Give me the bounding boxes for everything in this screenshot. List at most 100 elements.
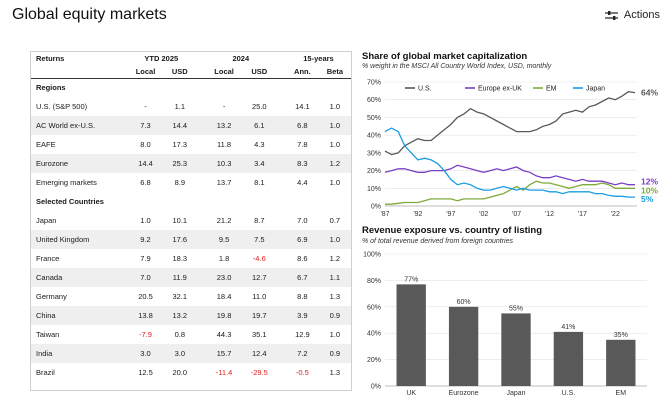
y-tick-label: 100% [363, 252, 381, 259]
table-cell: -29.5 [250, 368, 268, 377]
x-tick-label: '97 [446, 211, 455, 218]
table-cell: -0.5 [295, 368, 309, 377]
row-label: United Kingdom [31, 230, 127, 249]
table-cell: 7.2 [285, 344, 319, 363]
table-cell: 9.2 [127, 230, 164, 249]
table-cell: 17.6 [164, 230, 196, 249]
table-cell: 35.1 [251, 330, 267, 339]
actions-button[interactable]: Actions [604, 9, 660, 21]
table-cell: 11.0 [252, 292, 267, 301]
series-end-label: 5% [641, 194, 654, 204]
fifteen-years-header: 15-years [303, 54, 334, 63]
bar-uk [396, 284, 426, 386]
table-row: France 7.9 18.3 1.8 -4.6 8.6 1.2 [31, 249, 351, 268]
x-tick-label: '22 [611, 211, 620, 218]
table-cell: 7.3 [127, 116, 164, 135]
table-cell: 3.4 [242, 154, 276, 173]
returns-table: Returns YTD 2025 2024 15-years Local USD… [30, 51, 352, 391]
row-label: Canada [31, 268, 127, 287]
table-cell: 1.2 [329, 254, 341, 263]
table-cell: 1.0 [329, 178, 341, 187]
table-row: U.S. (S&P 500) - 1.1 - 25.0 14.1 1.0 [31, 97, 351, 116]
y-tick-label: 40% [367, 133, 381, 140]
table-cell: 12.4 [242, 344, 276, 363]
table-cell: 7.0 [297, 216, 308, 225]
table-cell: 1.0 [329, 140, 341, 149]
table-cell: 1.0 [329, 330, 341, 339]
x-tick-label: '07 [512, 211, 521, 218]
table-cell: 6.8 [140, 178, 151, 187]
usd-header: USD [171, 66, 188, 76]
table-cell: 25.3 [164, 154, 196, 173]
y-tick-label: 60% [367, 304, 381, 311]
revenue-chart-subtitle: % of total revenue derived from foreign … [362, 238, 513, 245]
series-end-label: 64% [641, 88, 658, 98]
bar-data-label: 35% [614, 332, 628, 339]
table-row: Brazil 12.5 20.0 -11.4 -29.5 -0.5 1.3 [31, 363, 351, 382]
table-cell: 23.0 [205, 268, 243, 287]
bar-data-label: 60% [457, 299, 471, 306]
table-row: EAFE 8.0 17.3 11.8 4.3 7.8 1.0 [31, 135, 351, 154]
y-tick-label: 70% [367, 80, 381, 87]
table-cell: 3.9 [285, 306, 319, 325]
table-cell: 0.8 [174, 330, 185, 339]
table-cell: 14.4 [164, 116, 196, 135]
row-label: Brazil [36, 368, 55, 377]
y-tick-label: 0% [371, 204, 381, 211]
table-cell: 25.0 [251, 102, 267, 111]
market-cap-chart-title: Share of global market capitalization [362, 51, 528, 62]
table-cell: 1.3 [329, 368, 341, 377]
actions-label: Actions [623, 9, 660, 21]
row-label: India [31, 344, 127, 363]
table-cell: 7.9 [140, 254, 151, 263]
table-cell: 15.7 [205, 344, 243, 363]
table-row: United Kingdom 9.2 17.6 9.5 7.5 6.9 1.0 [31, 230, 351, 249]
sliders-icon [604, 10, 618, 20]
table-cell: 12.5 [138, 368, 153, 377]
table-cell: 8.6 [297, 254, 308, 263]
table-row: Japan 1.0 10.1 21.2 8.7 7.0 0.7 [31, 211, 351, 230]
table-cell: 7.0 [127, 268, 164, 287]
legend-label: U.S. [418, 86, 432, 93]
table-cell: 44.3 [216, 330, 232, 339]
series-line-1 [384, 164, 635, 186]
row-label: France [36, 254, 60, 263]
x-tick-label: U.S. [562, 390, 576, 397]
table-cell: 14.4 [127, 154, 164, 173]
y-tick-label: 10% [367, 186, 381, 193]
table-cell: 10.1 [172, 216, 188, 225]
bar-data-label: 41% [561, 324, 575, 331]
table-row: Germany 20.5 32.1 18.4 11.0 8.8 1.3 [31, 287, 351, 306]
table-cell: 3.0 [127, 344, 164, 363]
table-cell: 13.8 [127, 306, 164, 325]
row-label: China [31, 306, 127, 325]
y-tick-label: 30% [367, 150, 381, 157]
table-cell: 6.9 [285, 230, 319, 249]
y-tick-label: 80% [367, 278, 381, 285]
row-label: U.S. (S&P 500) [36, 102, 88, 111]
table-cell: 4.3 [254, 140, 265, 149]
table-cell: 7.8 [297, 140, 308, 149]
revenue-chart-title: Revenue exposure vs. country of listing [362, 225, 543, 236]
row-label: AC World ex-U.S. [31, 116, 127, 135]
table-cell: 19.8 [205, 306, 243, 325]
table-cell: 0.9 [318, 306, 351, 325]
row-label: Emerging markets [36, 178, 97, 187]
table-cell: 1.1 [174, 102, 185, 111]
table-cell: 18.4 [216, 292, 232, 301]
table-cell: 20.5 [138, 292, 153, 301]
y-tick-label: 50% [367, 115, 381, 122]
table-cell: 11.8 [217, 140, 232, 149]
year-2024-header: 2024 [232, 54, 250, 63]
series-line-2 [385, 180, 635, 205]
legend-label: Europe ex-UK [478, 86, 522, 93]
x-tick-label: '12 [545, 211, 554, 218]
table-cell: 8.0 [140, 140, 151, 149]
table-row: AC World ex-U.S. 7.3 14.4 13.2 6.1 6.8 1.0 [31, 116, 351, 135]
table-row: India 3.0 3.0 15.7 12.4 7.2 0.9 [31, 344, 351, 363]
market-cap-chart-subtitle: % weight in the MSCI All Country World I… [362, 63, 552, 70]
table-cell: 8.9 [174, 178, 185, 187]
table-row: Emerging markets 6.8 8.9 13.7 8.1 4.4 1.0 [31, 173, 351, 192]
x-tick-label: EM [616, 390, 627, 397]
table-cell: 0.9 [318, 344, 351, 363]
